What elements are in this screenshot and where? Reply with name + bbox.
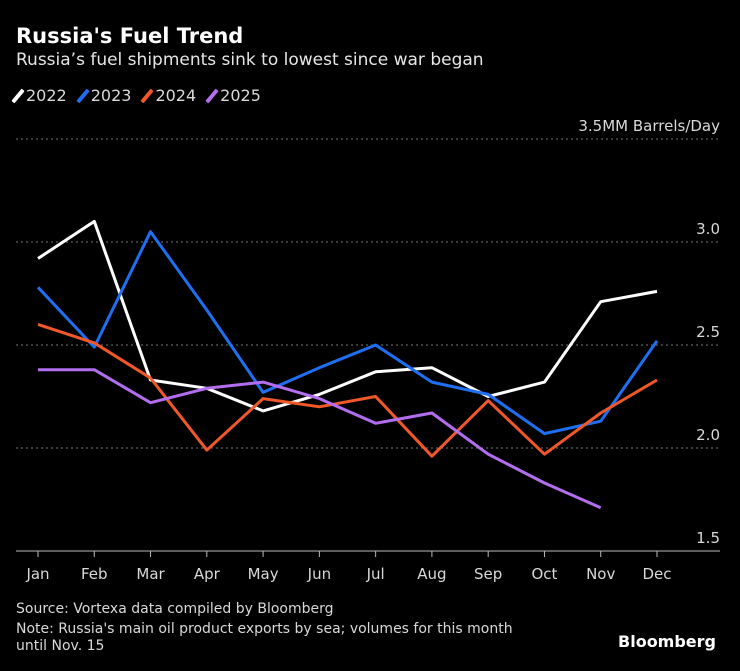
legend-label: 2022 bbox=[26, 86, 67, 105]
series-line-2022 bbox=[37, 219, 658, 413]
legend-label: 2023 bbox=[90, 86, 132, 105]
legend: 2022 2023 2024 2025 bbox=[11, 86, 261, 105]
x-tick-label: Jul bbox=[366, 565, 385, 583]
series-line-2025 bbox=[38, 368, 602, 510]
y-tick-label: 1.5 bbox=[696, 529, 720, 547]
footnote: Note: Russia's main oil product exports … bbox=[16, 621, 513, 637]
y-tick-label: 2.5 bbox=[696, 323, 720, 341]
legend-item-2023: 2023 bbox=[76, 86, 132, 105]
x-tick-label: Mar bbox=[136, 565, 165, 583]
legend-item-2025: 2025 bbox=[205, 86, 261, 105]
series-line-2023 bbox=[36, 230, 659, 436]
legend-item-2024: 2024 bbox=[140, 86, 197, 105]
series-line-2024 bbox=[37, 322, 658, 458]
x-tick-label: Aug bbox=[417, 565, 446, 583]
y-tick-label: 3.5MM Barrels/Day bbox=[578, 117, 720, 135]
chart-title: Russia's Fuel Trend bbox=[16, 24, 244, 48]
legend-item-2022: 2022 bbox=[11, 86, 67, 105]
y-tick-label: 2.0 bbox=[696, 426, 720, 444]
footnote-continued: until Nov. 15 bbox=[16, 638, 105, 654]
x-tick-label: May bbox=[248, 565, 279, 583]
y-tick-label: 3.0 bbox=[696, 220, 720, 238]
x-tick-label: Jun bbox=[307, 565, 331, 583]
x-tick-label: Nov bbox=[586, 565, 615, 583]
x-tick-label: Dec bbox=[642, 565, 671, 583]
legend-label: 2024 bbox=[155, 86, 197, 105]
x-tick-label: Oct bbox=[531, 565, 557, 583]
chart-subtitle: Russia’s fuel shipments sink to lowest s… bbox=[16, 50, 484, 70]
x-tick-label: Sep bbox=[474, 565, 502, 583]
x-tick-label: Jan bbox=[25, 565, 49, 583]
x-tick-label: Apr bbox=[194, 565, 221, 583]
x-tick-label: Feb bbox=[81, 565, 108, 583]
source-note: Source: Vortexa data compiled by Bloombe… bbox=[16, 601, 334, 617]
bloomberg-logo: Bloomberg bbox=[618, 632, 716, 651]
legend-label: 2025 bbox=[220, 86, 261, 105]
